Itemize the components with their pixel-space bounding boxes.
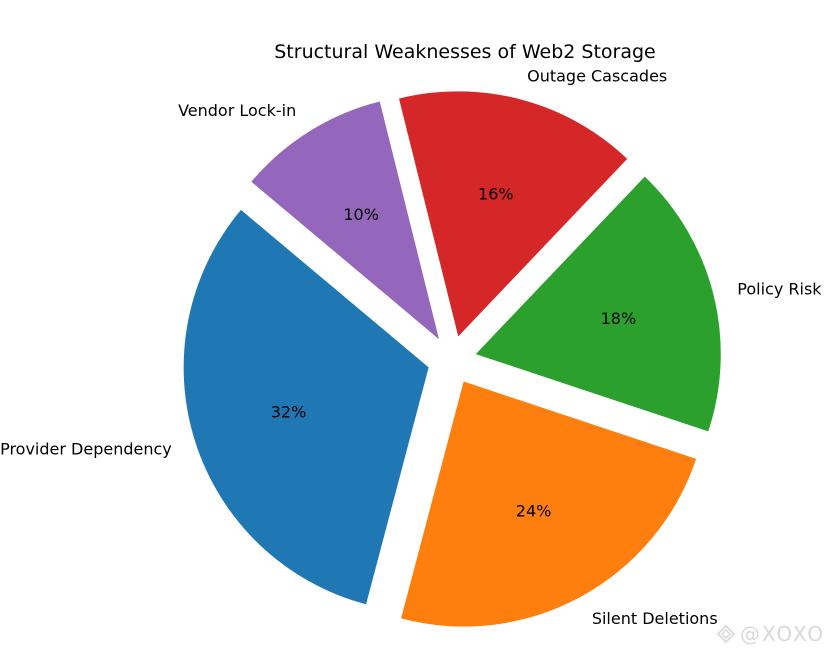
slice-vendor-lock-in — [251, 101, 440, 340]
slice-label-outage-cascades: Outage Cascades — [527, 66, 667, 85]
slices-layer — [183, 91, 721, 627]
watermark: @XOXO — [716, 622, 825, 646]
slice-label-silent-deletions: Silent Deletions — [592, 609, 718, 628]
slice-label-policy-risk: Policy Risk — [737, 279, 822, 298]
slice-label-provider-dependency: Provider Dependency — [0, 439, 172, 458]
slice-label-vendor-lock-in: Vendor Lock-in — [178, 101, 296, 120]
slice-provider-dependency — [183, 209, 429, 605]
labels-layer: 32% Provider Dependency 24% Silent Deletion… — [0, 66, 822, 628]
chart-title: Structural Weaknesses of Web2 Storage — [274, 41, 655, 63]
slice-silent-deletions — [401, 381, 697, 627]
pct-label-policy-risk: 18% — [601, 309, 637, 328]
slice-outage-cascades — [398, 91, 628, 337]
slice-policy-risk — [475, 176, 721, 432]
watermark-text: @XOXO — [739, 622, 825, 646]
watermark-logo-icon — [716, 624, 736, 644]
pct-label-outage-cascades: 16% — [478, 185, 514, 204]
pct-label-vendor-lock-in: 10% — [343, 205, 379, 224]
pct-label-silent-deletions: 24% — [516, 501, 552, 520]
pct-label-provider-dependency: 32% — [271, 402, 307, 421]
